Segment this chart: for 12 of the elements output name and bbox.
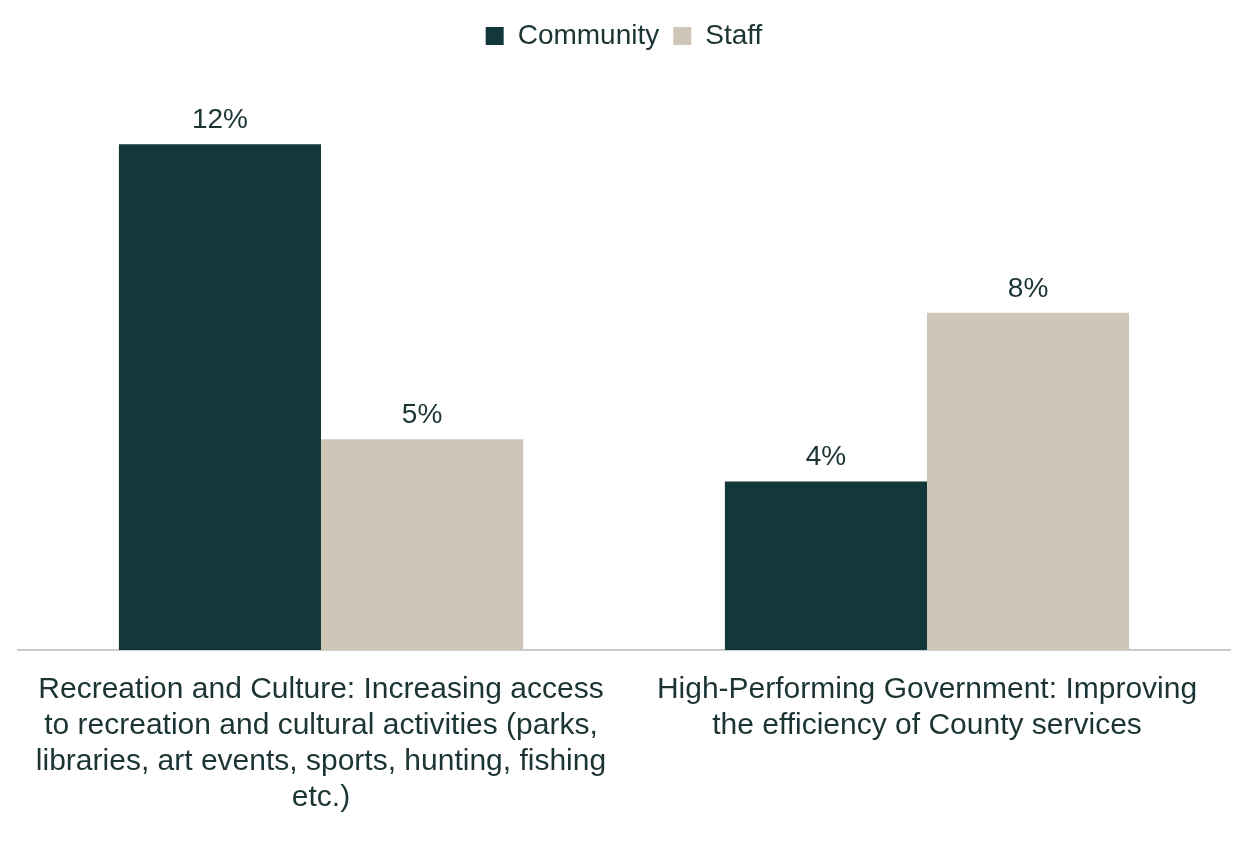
x-tick-label: Recreation and Culture: Increasing access to recreation and cultural activities (parks, libraries, art events, sports, hunting, fishing etc.) — [35, 671, 607, 813]
data-label: 12% — [191, 103, 248, 134]
legend-label: Community — [517, 18, 660, 50]
data-label: 5% — [401, 398, 443, 429]
data-label: 4% — [805, 440, 847, 472]
bar — [321, 439, 524, 650]
bar — [724, 481, 927, 650]
bar — [118, 144, 321, 650]
x-tick-label: High-Performing Government: Improving the efficiency of County services — [656, 671, 1198, 741]
bar — [927, 312, 1130, 650]
legend-label: Staff — [705, 18, 763, 50]
data-label: 8% — [1007, 271, 1049, 303]
